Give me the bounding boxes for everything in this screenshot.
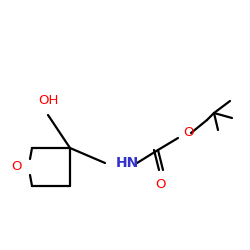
- Text: OH: OH: [38, 94, 58, 107]
- Text: O: O: [12, 160, 22, 173]
- Text: HN: HN: [116, 156, 139, 170]
- Text: O: O: [156, 178, 166, 191]
- Text: O: O: [183, 126, 194, 140]
